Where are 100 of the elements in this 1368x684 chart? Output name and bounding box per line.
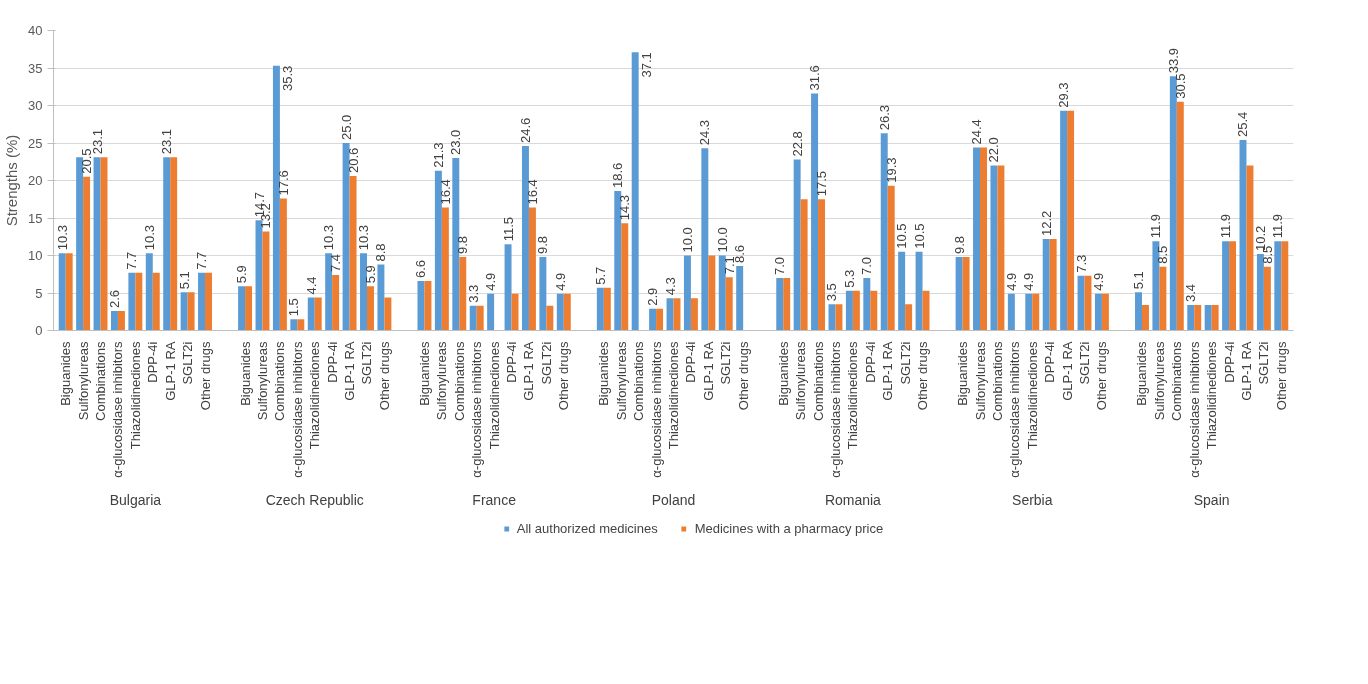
data-label: 24.6 — [517, 117, 533, 143]
data-label: 33.9 — [1165, 47, 1181, 74]
bar — [614, 191, 622, 331]
bar — [1101, 293, 1109, 331]
data-label: 24.3 — [697, 119, 713, 146]
x-tick-label: SGLT2i — [180, 341, 196, 385]
data-label: 10.3 — [141, 224, 157, 251]
bar — [238, 286, 246, 331]
bar — [800, 199, 808, 331]
bar — [1187, 305, 1195, 331]
bar — [290, 319, 298, 331]
data-label: 3.5 — [824, 283, 840, 302]
bar — [1194, 305, 1202, 331]
bar — [1222, 241, 1230, 331]
bar — [596, 287, 604, 331]
bar — [93, 157, 101, 331]
bar — [683, 255, 691, 331]
data-label: 29.3 — [1056, 82, 1072, 108]
data-label: 8.8 — [373, 243, 389, 262]
x-tick-label: GLP-1 RA — [1059, 341, 1075, 401]
x-tick-label: Other drugs — [915, 341, 931, 411]
bar — [110, 311, 118, 331]
x-tick-label: Sulfonylureas — [254, 341, 270, 421]
bar — [262, 231, 270, 331]
bar — [990, 165, 998, 331]
bar — [205, 272, 212, 331]
bar — [117, 311, 125, 331]
data-label: 24.4 — [969, 119, 985, 145]
data-label: 4.9 — [1021, 272, 1037, 291]
data-label: 7.7 — [194, 251, 210, 270]
bar — [1094, 293, 1102, 331]
x-tick-label: SGLT2i — [538, 341, 554, 385]
bar — [845, 290, 853, 331]
bar — [649, 308, 657, 331]
bar — [1032, 293, 1040, 331]
data-label: 4.9 — [1003, 272, 1019, 291]
bar — [666, 298, 674, 331]
x-tick-label: Sulfonylureas — [75, 341, 91, 421]
x-tick-label: α-glucosidase inhibitors — [289, 341, 305, 478]
x-tick-label: α-glucosidase inhibitors — [469, 341, 485, 478]
bar — [272, 65, 280, 331]
bar — [1077, 275, 1085, 331]
bar — [452, 158, 460, 331]
x-tick-label: DPP-4i — [1042, 341, 1058, 383]
bar — [1274, 241, 1282, 331]
data-label: 7.7 — [124, 251, 140, 270]
y-tick-label: 0 — [35, 323, 43, 338]
bar — [1141, 305, 1149, 331]
bar — [1152, 241, 1160, 331]
data-label: 21.3 — [430, 142, 446, 168]
bar — [898, 251, 906, 331]
y-tick-label: 5 — [35, 285, 43, 301]
data-label: 7.0 — [772, 256, 788, 275]
x-tick-label: SGLT2i — [1256, 341, 1272, 385]
data-label: 10.3 — [356, 224, 371, 251]
bar — [870, 290, 878, 331]
bar — [718, 255, 726, 331]
legend-label: Medicines with a pharmacy price — [694, 520, 884, 536]
bar — [1025, 293, 1033, 331]
data-label: 7.0 — [859, 256, 875, 275]
x-tick-label: GLP-1 RA — [521, 341, 537, 401]
bar — [297, 319, 305, 331]
bar — [332, 275, 340, 331]
data-label: 18.6 — [610, 162, 626, 188]
bar — [487, 293, 495, 331]
data-label: 10.3 — [54, 224, 70, 251]
x-tick-label: Other drugs — [197, 341, 213, 411]
data-label: 4.4 — [303, 276, 319, 295]
x-tick-label: DPP-4i — [504, 341, 520, 383]
x-tick-label: Thiazolidinediones — [666, 341, 681, 450]
x-tick-label: GLP-1 RA — [700, 341, 716, 401]
data-label: 35.3 — [279, 65, 295, 92]
x-tick-label: α-glucosidase inhibitors — [827, 341, 843, 478]
y-tick-label: 10 — [28, 248, 43, 263]
bar — [65, 253, 73, 331]
bar — [708, 255, 716, 331]
data-label: 23.0 — [448, 129, 464, 155]
x-tick-label: Thiazolidinediones — [845, 341, 861, 450]
x-tick-label: GLP-1 RA — [880, 341, 896, 401]
data-label: 26.3 — [876, 104, 892, 131]
bar — [325, 253, 333, 331]
y-tick-label: 30 — [28, 98, 43, 113]
x-tick-label: DPP-4i — [862, 341, 878, 383]
x-axis-title: Romania — [824, 491, 882, 508]
bar — [656, 308, 664, 331]
bar — [962, 257, 970, 331]
bar — [887, 185, 895, 331]
y-tick-label: 20 — [28, 173, 43, 188]
data-label: 23.1 — [159, 128, 175, 155]
data-label: 4.9 — [552, 272, 568, 291]
x-tick-label: DPP-4i — [1221, 341, 1237, 383]
data-label: 3.3 — [465, 284, 481, 303]
x-tick-label: Other drugs — [735, 341, 751, 411]
x-tick-label: α-glucosidase inhibitors — [110, 341, 126, 478]
x-tick-label: SGLT2i — [1077, 341, 1093, 385]
bar — [349, 176, 357, 331]
x-tick-label: Other drugs — [1094, 341, 1110, 411]
bar — [360, 253, 367, 331]
data-label: 2.9 — [645, 287, 661, 306]
data-label: 5.1 — [1131, 271, 1146, 290]
